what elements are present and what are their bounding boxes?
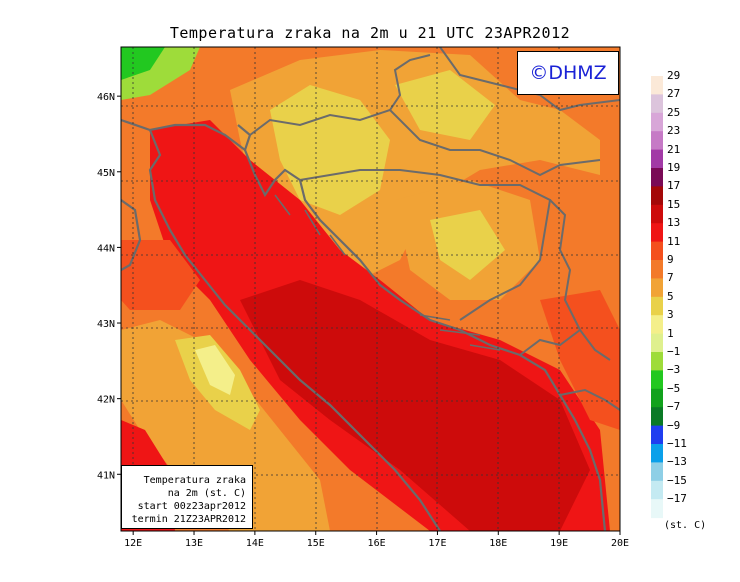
lon-tick-label: 18E [489, 538, 507, 549]
field-nw-green-dark [121, 47, 165, 80]
colorbar-label: 13 [667, 216, 681, 230]
lon-tick-label: 15E [307, 538, 325, 549]
colorbar-swatch [651, 149, 663, 169]
colorbar-label: 7 [667, 271, 674, 285]
colorbar-swatch [651, 94, 663, 114]
field-east-orange [540, 290, 620, 430]
border-hungary [439, 47, 620, 112]
lon-tick-label: 16E [368, 538, 386, 549]
colorbar [651, 76, 663, 519]
colorbar-swatch [651, 499, 663, 519]
field-north-yellow2 [395, 70, 495, 140]
map-title: Temperatura zraka na 2m u 21 UTC 23APR20… [169, 24, 571, 42]
info-line-4: termin 21Z23APR2012 [131, 514, 246, 525]
lat-tick-label: 46N [97, 92, 115, 103]
field-italy-pale [195, 345, 235, 395]
colorbar-label: −9 [667, 418, 681, 432]
info-line-1: Temperatura zraka [143, 475, 246, 486]
lon-tick-label: 19E [550, 538, 568, 549]
coastline-italy [121, 118, 441, 531]
colorbar-swatch [651, 223, 663, 243]
lon-tick-label: 17E [428, 538, 446, 549]
lat-tick-label: 42N [97, 395, 115, 406]
field-w-orange [121, 240, 200, 310]
colorbar-swatch [651, 388, 663, 408]
tick-marks [117, 95, 621, 535]
colorbar-label: 9 [667, 253, 674, 266]
field-adriatic-dark [240, 280, 590, 531]
gridlines [121, 47, 620, 531]
colorbar-swatch [651, 444, 663, 463]
colorbar-units: (st. C) [664, 520, 707, 531]
colorbar-swatch [651, 352, 663, 371]
coastline-istria [243, 149, 607, 531]
colorbar-label: 5 [667, 289, 674, 303]
field-italy-orange [121, 320, 330, 531]
field-bosnia-yellow [430, 210, 505, 280]
border-croatia-north [249, 54, 601, 177]
colorbar-swatch [651, 186, 663, 206]
dhmz-logo: ©DHMZ [517, 51, 619, 95]
colorbar-label: 11 [667, 234, 681, 248]
colorbar-swatch [651, 333, 663, 353]
colorbar-swatch [651, 425, 663, 445]
colorbar-swatch [651, 76, 663, 95]
colorbar-swatch [651, 480, 663, 500]
colorbar-swatch [651, 112, 663, 132]
colorbar-swatch [651, 370, 663, 390]
colorbar-swatch [651, 462, 663, 482]
colorbar-label: 1 [667, 326, 674, 340]
lat-tick-label: 45N [97, 168, 115, 179]
colorbar-swatch [651, 204, 663, 224]
colorbar-swatch [651, 407, 663, 427]
colorbar-label: −11 [667, 437, 687, 450]
border-bosnia [299, 169, 552, 321]
colorbar-label: 19 [667, 161, 681, 174]
colorbar-label: −3 [667, 363, 681, 377]
lat-tick-label: 41N [97, 470, 115, 481]
colorbar-label: −13 [667, 455, 687, 469]
border-serbia [549, 199, 611, 361]
lon-tick-label: 14E [246, 538, 264, 549]
lat-tick-label: 44N [97, 243, 115, 254]
colorbar-label: 27 [667, 87, 681, 101]
colorbar-swatch [651, 241, 663, 261]
lon-tick-label: 13E [185, 538, 203, 549]
colorbar-label: −5 [667, 381, 681, 395]
info-box: Temperatura zraka na 2m (st. C) start 00… [121, 465, 253, 529]
lat-tick-label: 43N [97, 319, 115, 330]
info-line-2: na 2m (st. C) [167, 488, 246, 499]
info-line-3: start 00z23apr2012 [137, 501, 246, 512]
map-frame [120, 46, 621, 532]
colorbar-label: 17 [667, 179, 681, 193]
colorbar-swatch [651, 260, 663, 279]
colorbar-swatch [651, 278, 663, 298]
colorbar-label: 3 [667, 308, 674, 322]
colorbar-label: 15 [667, 197, 681, 211]
coastline-gargano [121, 199, 142, 271]
border-montenegro [519, 329, 620, 411]
colorbar-swatch [651, 315, 663, 335]
lon-tick-label: 20E [611, 538, 629, 549]
colorbar-label: 29 [667, 69, 681, 82]
colorbar-swatch [651, 131, 663, 151]
colorbar-label: −17 [667, 492, 687, 506]
colorbar-label: 25 [667, 105, 681, 119]
colorbar-label: 21 [667, 142, 681, 156]
colorbar-label: 23 [667, 124, 681, 138]
tick-labels: 12E 13E 14E 15E 16E 17E 18E 19E 20E 46N 45N 44N 43N 4… [97, 92, 629, 549]
colorbar-label: −1 [667, 345, 681, 358]
colorbar-swatch [651, 296, 663, 316]
islands [274, 194, 501, 351]
colorbar-label: −15 [667, 473, 687, 487]
colorbar-label: −7 [667, 400, 681, 414]
colorbar-swatch [651, 168, 663, 187]
lon-tick-label: 12E [124, 538, 142, 549]
